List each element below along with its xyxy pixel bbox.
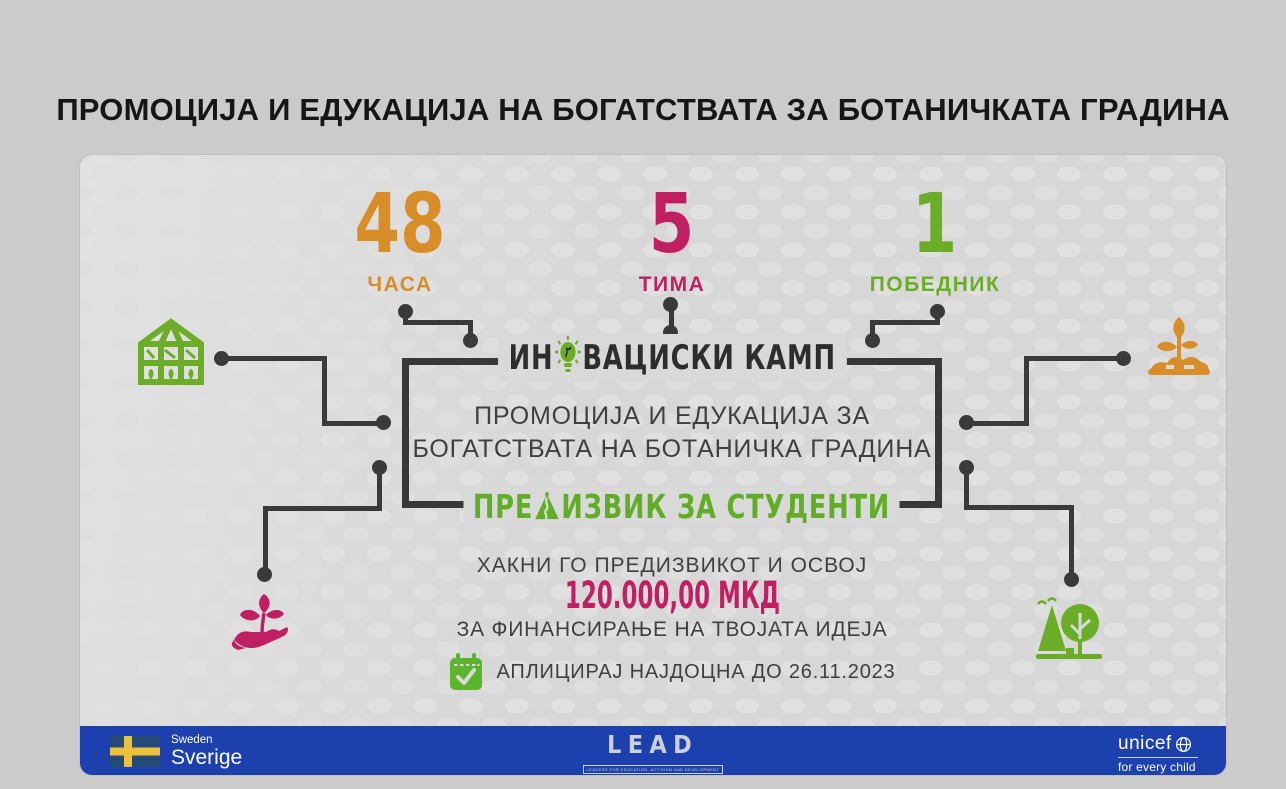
connector-line — [322, 356, 327, 426]
connector-line — [870, 320, 875, 342]
camp-title-suffix: ВАЦИСКИ КАМП — [582, 338, 836, 378]
connector-line — [964, 468, 969, 510]
connector-dot — [959, 460, 974, 475]
stat-teams-value: 5 — [649, 177, 695, 272]
trees-icon — [1028, 593, 1110, 668]
connector-dot — [1064, 572, 1079, 587]
connector-line — [263, 506, 382, 511]
stat-hours: 48 ЧАСА — [280, 183, 520, 297]
connector-dot — [930, 304, 945, 319]
challenge-suffix: ИЗВИК ЗА СТУДЕНТИ — [561, 487, 891, 526]
prize-amount: 120.000,00 МКД — [564, 574, 780, 617]
infographic-poster: 48 ЧАСА 5 ТИМА 1 ПОБЕДНИК — [80, 155, 1226, 775]
connector-dot — [398, 304, 413, 319]
connector-dot — [1116, 351, 1131, 366]
connector-dot — [257, 567, 272, 582]
connector-dot — [372, 460, 387, 475]
prize-outro: ЗА ФИНАНСИРАЊЕ НА ТВОЈАТА ИДЕЈА — [456, 618, 888, 641]
mountain-icon — [535, 491, 559, 521]
footer-bar: Sweden Sverige LEAD LEADERS FOR EDUCATIO… — [80, 726, 1226, 775]
sweden-flag-icon — [110, 736, 160, 767]
connector-line — [468, 320, 473, 342]
challenge-prefix: ПРЕ — [472, 487, 534, 526]
lead-wordmark: LEAD — [607, 730, 699, 759]
unicef-wordmark: unicef — [1118, 733, 1172, 754]
calendar-check-icon — [449, 653, 482, 690]
description-line2: БОГАТСТВАТА НА БОТАНИЧКА ГРАДИНА — [412, 435, 932, 463]
stat-hours-value: 48 — [354, 177, 446, 272]
sweden-label-en: Sweden — [171, 734, 213, 746]
hand-plant-icon — [226, 588, 296, 665]
greenhouse-icon — [135, 318, 207, 391]
connector-line — [403, 320, 473, 325]
connector-line — [669, 305, 674, 334]
unicef-divider — [1118, 757, 1198, 758]
connector-line — [1024, 356, 1124, 361]
connector-line — [870, 320, 940, 325]
seedling-icon — [1144, 315, 1214, 390]
connector-dot — [663, 297, 678, 312]
connector-dot — [214, 351, 229, 366]
challenge-title: ПРЕ ИЗВИК ЗА СТУДЕНТИ — [402, 488, 942, 526]
connector-line — [377, 468, 382, 511]
connector-line — [322, 421, 384, 426]
deadline-text: АПЛИЦИРАЈ НАЈДОЦНА ДО 26.11.2023 — [496, 661, 896, 683]
prize-intro: ХАКНИ ГО ПРЕДИЗВИКОТ И ОСВОЈ — [476, 554, 868, 577]
unicef-logo: unicef for every child — [1118, 733, 1198, 774]
deadline-row: АПЛИЦИРАЈ НАЈДОЦНА ДО 26.11.2023 — [402, 653, 942, 692]
unicef-tagline: for every child — [1118, 760, 1196, 774]
connector-line — [222, 356, 327, 361]
connector-line — [964, 505, 1074, 510]
lead-logo: LEAD LEADERS FOR EDUCATION, ACTIVISM AND… — [80, 732, 1226, 776]
stat-teams: 5 ТИМА — [552, 183, 792, 297]
connector-dot — [865, 333, 880, 348]
connector-line — [263, 506, 268, 576]
connector-line — [967, 421, 1029, 426]
camp-title: ИН ВАЦИСКИ КАМП — [402, 334, 942, 382]
connector-dot — [463, 333, 478, 348]
page-title: ПРОМОЦИЈА И ЕДУКАЦИЈА НА БОГАТСТВАТА ЗА … — [56, 92, 1230, 127]
connector-line — [1069, 505, 1074, 579]
sweden-label-sv: Sverige — [171, 746, 243, 769]
stat-winner-value: 1 — [912, 177, 958, 272]
stat-winner: 1 ПОБЕДНИК — [815, 183, 1055, 297]
center-box-text: ПРОМОЦИЈА И ЕДУКАЦИЈА ЗА БОГАТСТВАТА НА … — [402, 400, 942, 466]
sweden-logo: Sweden Sverige — [110, 734, 242, 769]
stat-hours-label: ЧАСА — [367, 273, 433, 296]
connector-line — [1024, 356, 1029, 426]
lead-tagline: LEADERS FOR EDUCATION, ACTIVISM AND DEVE… — [582, 765, 724, 774]
description-line1: ПРОМОЦИЈА И ЕДУКАЦИЈА ЗА — [474, 402, 870, 430]
camp-title-prefix: ИН — [508, 338, 554, 378]
stat-teams-label: ТИМА — [638, 273, 706, 296]
connector-dot — [959, 415, 974, 430]
unicef-globe-icon — [1175, 736, 1191, 752]
connector-dot — [376, 415, 391, 430]
stat-winner-label: ПОБЕДНИК — [869, 273, 1001, 296]
lightbulb-icon — [554, 336, 581, 372]
